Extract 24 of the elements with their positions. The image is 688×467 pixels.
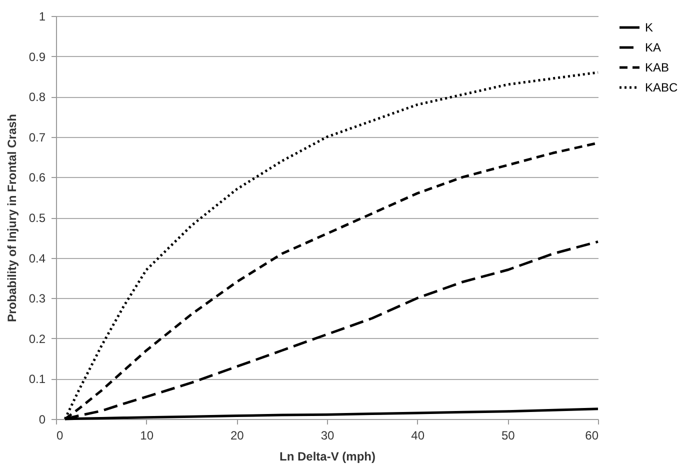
x-tick-label: 60 <box>585 428 599 442</box>
x-tick-label: 40 <box>411 428 425 442</box>
y-tick-label: 0.5 <box>28 211 46 225</box>
x-tick-label: 30 <box>320 428 334 442</box>
y-tick-label: 0.2 <box>28 332 46 346</box>
y-tick-label: 1 <box>38 10 46 24</box>
y-axis-title: Probability of Injury in Frontal Crash <box>4 114 19 322</box>
y-tick-label: 0.8 <box>28 90 46 104</box>
x-axis-title: Ln Delta-V (mph) <box>280 450 376 464</box>
x-tick-label: 50 <box>501 428 516 442</box>
x-tick-label: 10 <box>140 428 154 442</box>
y-tick-label: 0.3 <box>28 292 46 306</box>
y-tick-label: 0.7 <box>28 130 46 144</box>
legend-label: KABC <box>645 80 678 94</box>
legend-label: KAB <box>645 60 670 74</box>
y-tick-label: 0.6 <box>28 170 46 185</box>
legend-label: KA <box>645 40 662 54</box>
x-tick-label: 0 <box>56 428 64 442</box>
legend-label: K <box>645 20 654 34</box>
y-tick-label: 0 <box>38 412 46 426</box>
x-tick-label: 20 <box>230 428 244 442</box>
y-tick-label: 0.1 <box>28 372 46 386</box>
y-tick-label: 0.9 <box>28 50 46 64</box>
y-tick-label: 0.4 <box>28 251 46 266</box>
